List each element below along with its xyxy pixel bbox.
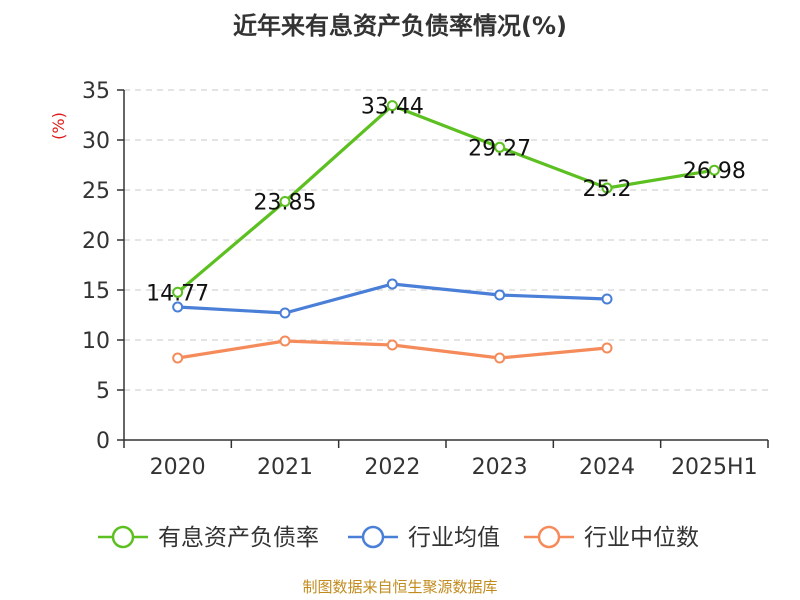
- y-tick-label: 0: [96, 429, 110, 454]
- data-labels: 14.77 23.85 33.44 29.27 25.2 26.98: [146, 95, 746, 307]
- x-tick-label: 2023: [472, 455, 528, 480]
- legend-swatch-marker: [537, 525, 561, 549]
- data-point[interactable]: [386, 100, 398, 112]
- legend-label: 行业均值: [408, 525, 500, 551]
- grid-lines: [124, 89, 768, 391]
- x-tick-label: 2021: [257, 455, 313, 480]
- y-tick-label: 30: [82, 129, 110, 154]
- data-point[interactable]: [386, 339, 398, 351]
- axes: 0 5 10 15 20 25 30 35 2020 2021 2022 2023 2024 2025H1: [82, 79, 769, 480]
- legend-swatch-marker: [361, 525, 385, 549]
- legend-swatch-marker: [111, 525, 135, 549]
- source-note: 制图数据来自恒生聚源数据库: [302, 578, 497, 596]
- series-line: [176, 103, 715, 294]
- x-tick-label: 2020: [150, 455, 206, 480]
- data-point[interactable]: [494, 141, 506, 153]
- data-point[interactable]: [279, 196, 291, 207]
- data-point[interactable]: [172, 301, 184, 313]
- y-tick-label: 15: [82, 279, 110, 304]
- data-point[interactable]: [279, 335, 291, 347]
- y-tick-label: 5: [96, 379, 110, 404]
- data-point[interactable]: [601, 342, 613, 354]
- legend[interactable]: 有息资产负债率 行业均值 行业中位数: [98, 525, 699, 551]
- x-tick-label: 2024: [579, 455, 635, 480]
- series-0: [172, 100, 720, 298]
- y-tick-label: 20: [82, 229, 110, 254]
- x-tick-label: 2025H1: [671, 455, 758, 480]
- legend-item-0[interactable]: 有息资产负债率: [98, 525, 319, 551]
- data-point[interactable]: [494, 352, 506, 364]
- y-tick-label: 25: [82, 179, 110, 204]
- data-point[interactable]: [386, 278, 398, 290]
- data-point[interactable]: [601, 293, 613, 305]
- data-point[interactable]: [172, 286, 184, 298]
- series-layer: [172, 100, 720, 364]
- data-label: 25.2: [583, 177, 632, 202]
- data-label: 23.85: [254, 191, 317, 216]
- data-label: 33.44: [361, 95, 424, 120]
- y-tick-label: 10: [82, 329, 110, 354]
- series-2: [172, 335, 613, 364]
- data-point[interactable]: [601, 182, 613, 194]
- data-point[interactable]: [172, 352, 184, 364]
- data-point[interactable]: [279, 307, 291, 319]
- data-label: 14.77: [146, 281, 209, 306]
- chart-title: 近年来有息资产负债率情况(%): [233, 12, 567, 40]
- legend-item-1[interactable]: 行业均值: [348, 525, 500, 551]
- data-point[interactable]: [494, 289, 506, 301]
- x-tick-label: 2022: [364, 455, 420, 480]
- data-label: 26.98: [683, 159, 746, 184]
- y-tick-label: 35: [82, 79, 110, 104]
- y-axis-label: (%): [49, 112, 68, 140]
- legend-label: 行业中位数: [584, 525, 699, 551]
- series-1: [172, 278, 613, 319]
- data-point[interactable]: [708, 164, 720, 176]
- data-label: 29.27: [468, 136, 531, 161]
- legend-item-2[interactable]: 行业中位数: [524, 525, 699, 551]
- legend-label: 有息资产负债率: [158, 525, 319, 551]
